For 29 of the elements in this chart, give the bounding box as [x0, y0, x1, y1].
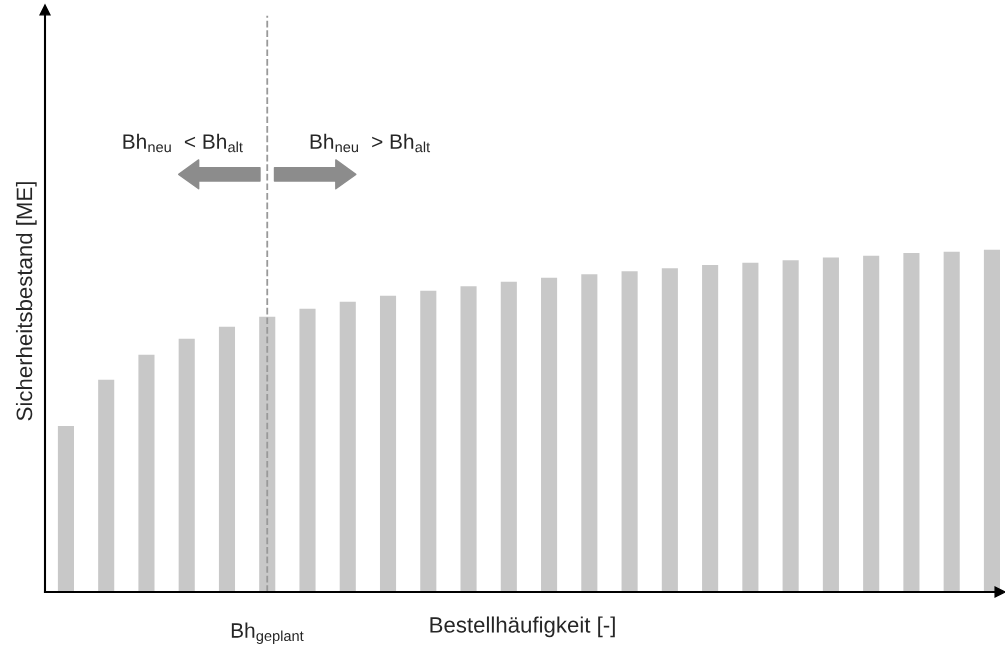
text: Bh$_{neu}$ < Bh$_{alt}$ — [123, 133, 243, 153]
bar — [782, 260, 799, 592]
bar — [742, 262, 759, 592]
bar — [460, 286, 477, 592]
bar — [863, 255, 880, 592]
bar — [702, 265, 719, 592]
bar — [661, 268, 678, 592]
bar — [822, 257, 839, 592]
bar — [218, 326, 236, 592]
bar — [943, 251, 960, 592]
bar — [500, 281, 517, 592]
bar — [259, 316, 276, 592]
bar — [903, 253, 920, 592]
bar — [541, 277, 558, 592]
text: Bh$_{neu}$ > Bh$_{alt}$ — [310, 133, 431, 153]
x-tick-label: Bh$_{geplant}$ — [231, 622, 304, 644]
bar — [57, 425, 74, 592]
bar — [299, 308, 316, 592]
bar — [98, 379, 115, 592]
bar — [420, 290, 437, 592]
bar — [379, 295, 397, 592]
bar — [138, 354, 155, 592]
bar — [178, 338, 195, 592]
bar — [983, 249, 1000, 592]
y-axis-title: Sicherheitsbestand [ME] — [15, 182, 37, 421]
bar — [581, 274, 598, 592]
bar — [621, 271, 638, 592]
x-axis-title: Bestellhäufigkeit [-] — [430, 616, 615, 638]
bar — [339, 301, 356, 592]
